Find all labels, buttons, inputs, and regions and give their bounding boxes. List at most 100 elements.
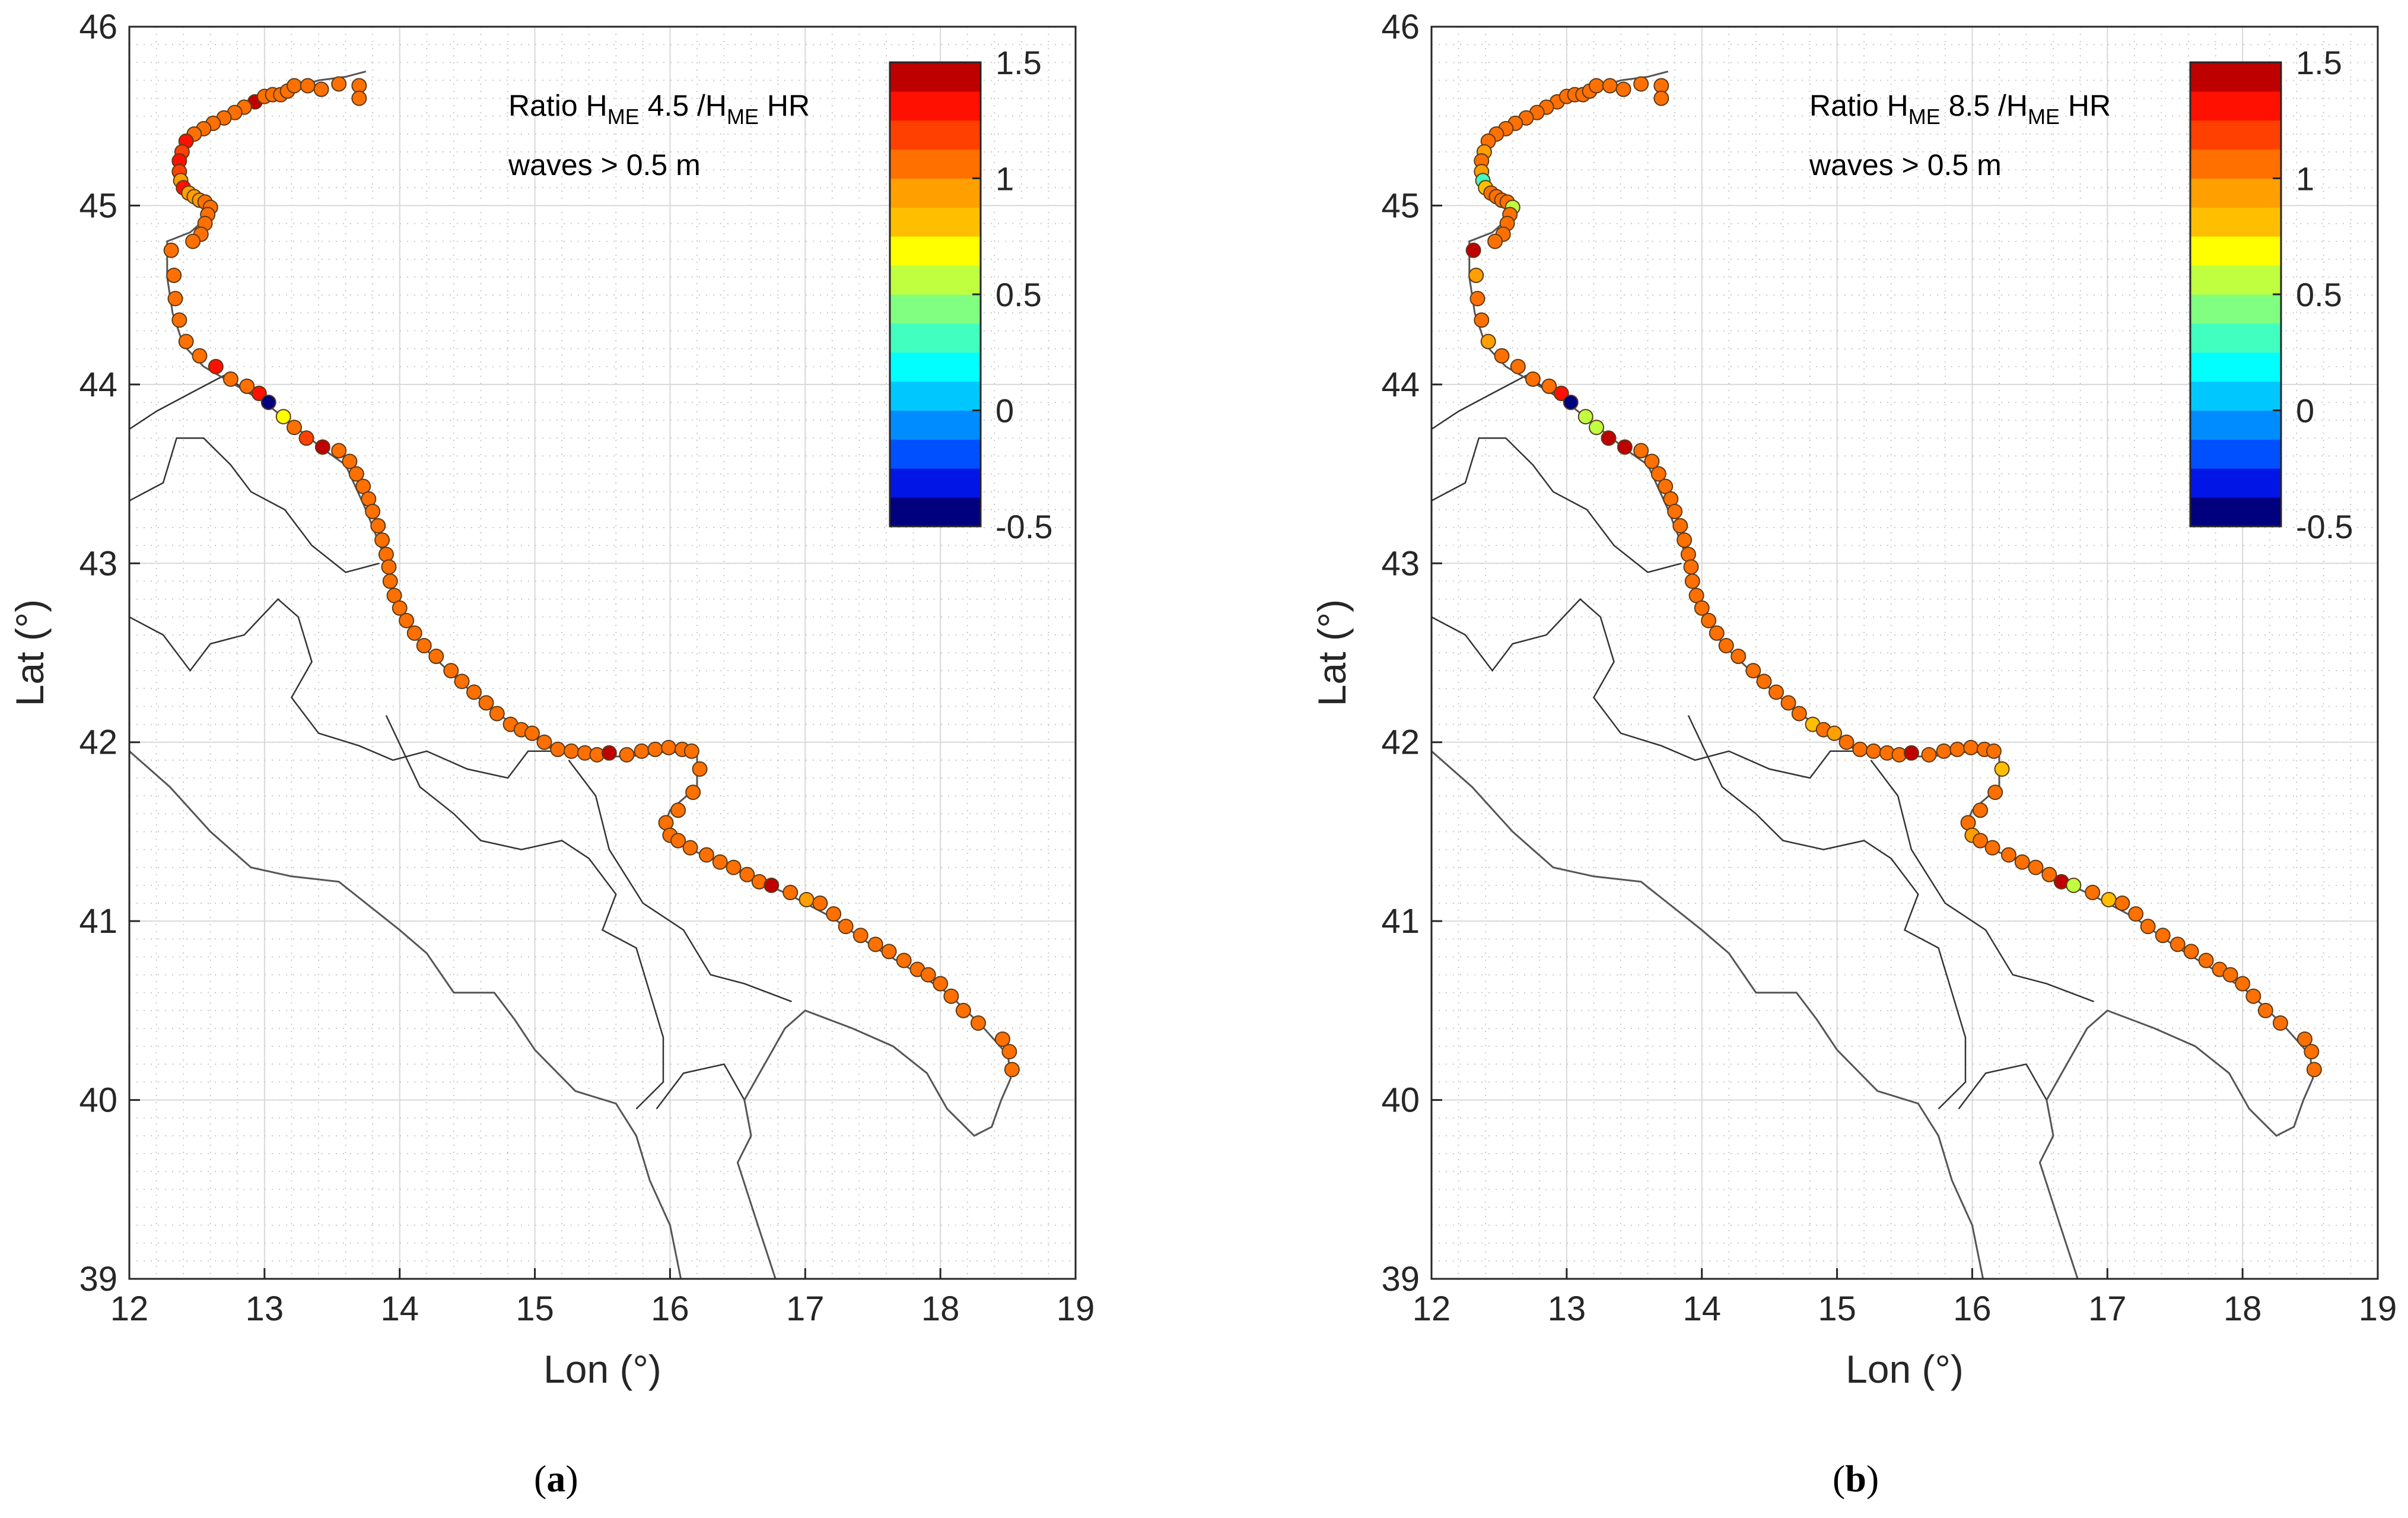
ratio-title: Ratio HME 8.5 /HME HR [1809,89,2111,129]
x-tick-label: 15 [516,1290,554,1328]
title-subscript: ME [607,104,640,129]
data-point [178,334,194,350]
data-point [1684,573,1700,589]
colorbar-segment [2190,497,2281,527]
data-point [1494,348,1510,364]
data-point [313,81,329,97]
colorbar-segment [2190,468,2281,498]
data-point [1709,625,1725,641]
data-point [1553,385,1569,401]
x-tick-label: 18 [2223,1290,2262,1328]
data-point [1001,1044,1017,1060]
data-point [342,453,358,469]
data-point [167,291,183,307]
data-point [994,1031,1010,1047]
data-point [867,936,883,952]
colorbar-segment [2190,62,2281,92]
data-point [1541,378,1557,394]
data-point [1986,743,2002,759]
data-point [1525,371,1541,387]
ratio-title: Ratio HME 4.5 /HME HR [508,89,810,129]
region-border [1958,1063,2047,1110]
data-point [370,517,386,533]
data-point [1653,90,1669,106]
y-tick-label: 42 [1381,723,1420,762]
colorbar-segment [2190,91,2281,121]
data-point [1615,81,1631,97]
x-tick-label: 16 [651,1290,689,1328]
data-point [1510,358,1526,374]
data-point [1644,453,1660,469]
data-point [251,385,267,401]
data-point [466,684,482,700]
data-point [564,743,580,759]
title-text: Ratio H [1809,89,1908,122]
colorbar-segment [2190,236,2281,266]
colorbar-tick-label: 1.5 [2296,44,2342,81]
colorbar-segment [2190,352,2281,382]
data-point [1791,706,1807,722]
colorbar-tick-label: 1.5 [995,44,1042,81]
colorbar-segment [890,265,981,295]
data-point [1683,559,1699,575]
data-point [1936,743,1952,759]
data-point [331,443,347,459]
data-point [275,409,291,425]
data-point [416,637,432,653]
data-point [838,919,854,935]
region-border [129,598,555,779]
data-point [619,747,635,763]
colorbar-tick-label: 0 [995,392,1014,430]
data-point [692,761,708,777]
data-point [1633,443,1649,459]
data-point [1588,78,1604,94]
data-point [406,625,422,641]
data-point [896,952,912,968]
data-point [2198,952,2214,968]
data-point [454,674,470,690]
title-text: 4.5 /H [640,89,727,122]
data-point [1474,312,1490,328]
data-point [260,395,276,410]
colorbar-tick-label: 1 [995,160,1014,198]
data-point [239,378,255,394]
colorbar: -0.5 0 0.5 1 1.5 [2189,44,2353,545]
colorbar-segment [890,497,981,527]
colorbar-segment [890,352,981,382]
colorbar-segment [2190,439,2281,469]
title-text: HR [2060,89,2111,122]
y-tick-label: 39 [79,1260,117,1298]
data-point [683,743,699,759]
x-axis-label: Lon (°) [1846,1347,1964,1391]
data-point [1577,409,1593,425]
data-point [489,706,505,722]
data-point [300,78,316,94]
data-point [1921,747,1937,763]
y-tick-label: 44 [79,366,117,404]
data-point [670,833,686,849]
y-tick-label: 40 [1381,1081,1420,1120]
data-point [826,906,842,922]
caption-b: (b) [1833,1457,1879,1500]
colorbar-segment [2190,207,2281,237]
data-point [365,503,381,519]
region-border [1431,598,1857,779]
y-tick-label: 43 [1381,544,1420,583]
data-point [1756,674,1772,690]
colorbar-segment [890,294,981,324]
x-tick-label: 17 [786,1290,825,1328]
data-point [2257,1002,2273,1018]
data-point [1745,663,1761,679]
data-point [2014,854,2030,870]
tyrrhenian-coastline [1431,750,1984,1279]
data-point [381,559,397,575]
data-point [378,547,394,563]
data-point [478,695,494,711]
data-point [1677,532,1693,548]
x-tick-label: 13 [1548,1290,1586,1328]
colorbar-segment [2190,323,2281,353]
colorbar-tick-label: 0.5 [2296,276,2342,313]
region-border [656,1063,745,1110]
y-tick-label: 46 [1381,8,1420,46]
